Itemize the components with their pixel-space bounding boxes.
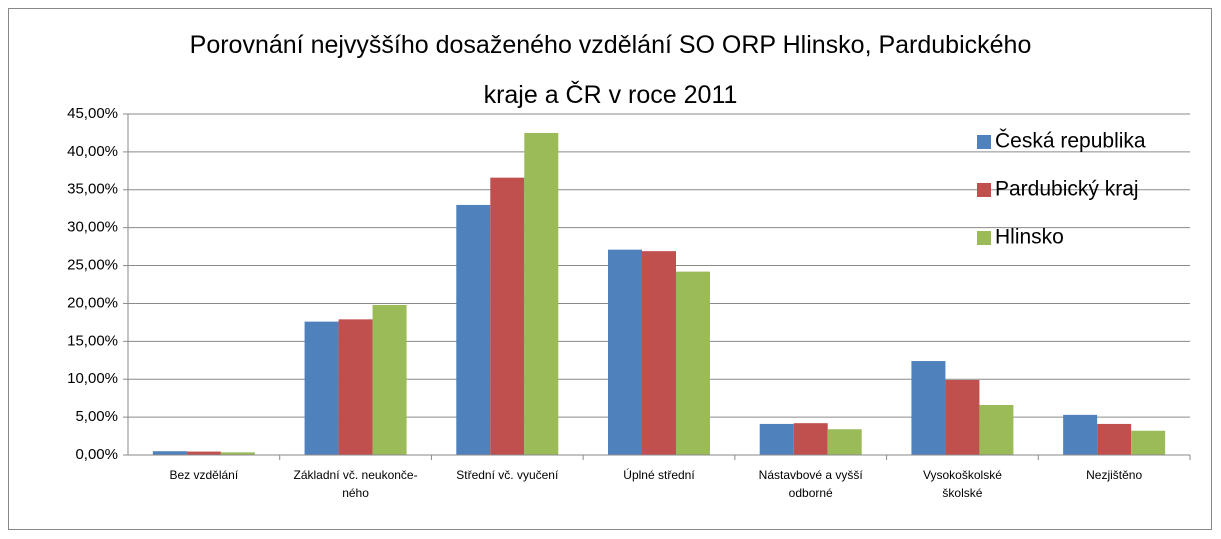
- chart-title: Porovnání nejvyššího dosaženého vzdělání…: [189, 31, 1032, 109]
- bar: [945, 379, 980, 455]
- bar: [152, 451, 187, 455]
- bar: [456, 204, 491, 455]
- bar: [304, 321, 339, 455]
- bar: [1063, 414, 1098, 455]
- y-tick-label: 15,00%: [67, 332, 118, 349]
- y-tick-label: 10,00%: [67, 370, 118, 387]
- y-tick-label: 35,00%: [67, 181, 118, 198]
- bar: [1131, 430, 1166, 455]
- y-tick-label: 30,00%: [67, 219, 118, 236]
- bar: [793, 423, 828, 455]
- y-tick-label: 20,00%: [67, 294, 118, 311]
- legend-swatch: [977, 231, 991, 245]
- y-tick-label: 5,00%: [75, 408, 118, 425]
- y-tick-label: 45,00%: [67, 105, 118, 122]
- y-tick-label: 0,00%: [75, 446, 118, 463]
- bar: [759, 423, 794, 455]
- bar: [642, 251, 676, 455]
- bar: [490, 177, 525, 456]
- bar: [827, 429, 862, 455]
- bar: [220, 452, 255, 455]
- x-tick-label: Základní vč. neukonče- ného: [293, 468, 418, 500]
- legend-swatch: [977, 183, 991, 197]
- bar: [676, 271, 710, 455]
- bar: [524, 132, 559, 455]
- x-tick-label: Nástavbové a vyšší odborné: [758, 468, 863, 500]
- bar: [338, 319, 373, 455]
- y-tick-label: 40,00%: [67, 143, 118, 160]
- legend-swatch: [977, 135, 991, 149]
- legend-label: Hlinsko: [995, 226, 1064, 249]
- legend-label: Pardubický kraj: [995, 178, 1139, 201]
- bar: [979, 404, 1014, 455]
- x-tick-label: Střední vč. vyučení: [456, 468, 559, 482]
- bar: [608, 249, 642, 455]
- bar: [372, 304, 407, 455]
- x-tick-label: Úplné střední: [623, 468, 695, 482]
- x-tick-label: Bez vzdělání: [169, 468, 239, 482]
- bar: [911, 361, 946, 455]
- bar: [186, 451, 221, 455]
- x-tick-label: Nezjištěno: [1086, 468, 1143, 482]
- x-tick-label: Vysokoškolské školské: [922, 468, 1002, 500]
- bar: [1097, 423, 1132, 455]
- legend-label: Česká republika: [995, 130, 1146, 153]
- y-tick-label: 25,00%: [67, 257, 118, 274]
